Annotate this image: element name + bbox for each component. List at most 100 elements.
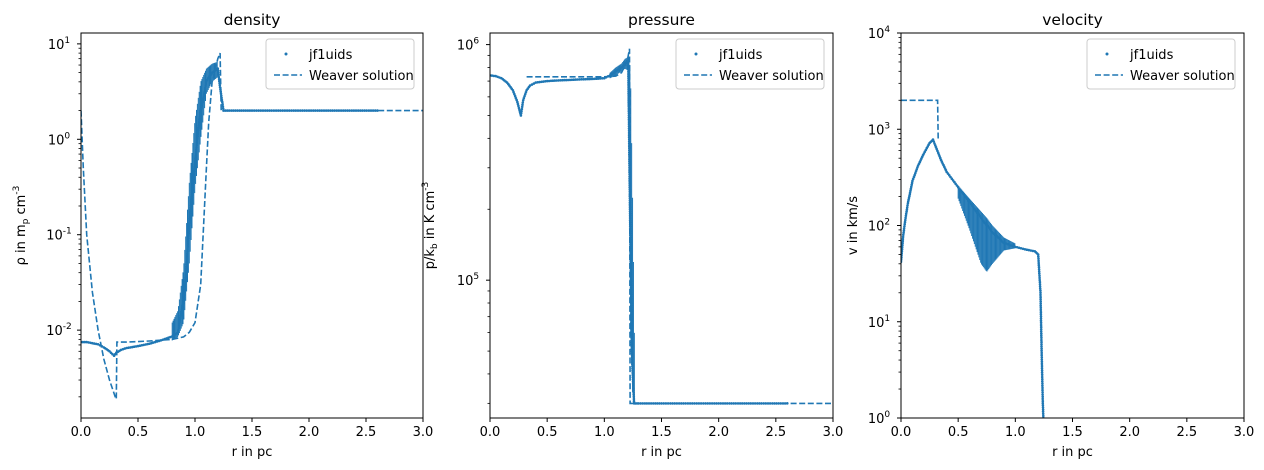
velocity-jf1uids-point [1039, 306, 1043, 310]
pressure-jf1uids-point [513, 94, 517, 98]
density-y-tick-label: 100 [48, 131, 71, 148]
pressure-jf1uids-point [745, 402, 748, 405]
pressure-legend-box [675, 38, 825, 90]
velocity-jf1uids-point [1041, 388, 1044, 392]
pressure-jf1uids-point [576, 78, 579, 81]
density-jf1uids-point [182, 297, 186, 301]
velocity-jf1uids-point [904, 218, 907, 222]
pressure-series-jf1uids [490, 57, 789, 405]
pressure-jf1uids-point [710, 402, 714, 405]
pressure-jf1uids-point [627, 122, 631, 126]
density-jf1uids-point [201, 99, 204, 102]
velocity-jf1uids-point [1039, 312, 1043, 316]
density-jf1uids-point [185, 265, 188, 268]
density-jf1uids-point [187, 239, 190, 242]
velocity-jf1uids-point [911, 177, 915, 181]
pressure-jf1uids-point [630, 336, 633, 340]
velocity-x-tick-label: 1.0 [1005, 425, 1026, 440]
density-legend-label-weaver: Weaver solution [309, 69, 414, 84]
pressure-jf1uids-point [629, 286, 633, 290]
velocity-jf1uids-point [1040, 343, 1043, 346]
density-jf1uids-point [218, 84, 222, 87]
velocity-jf1uids-point [1019, 247, 1023, 250]
density-jf1uids-point [191, 189, 194, 192]
density-y-tick-label: 10-1 [46, 227, 72, 244]
density-jf1uids-point [181, 306, 184, 309]
density-jf1uids-point [281, 109, 285, 112]
pressure-jf1uids-point [627, 140, 631, 143]
density-jf1uids-point [194, 148, 198, 151]
velocity-jf1uids-point [1039, 310, 1043, 314]
pressure-jf1uids-point [627, 131, 631, 135]
pressure-jf1uids-point [630, 345, 633, 349]
density-jf1uids-point [179, 316, 182, 320]
velocity-jf1uids-point [903, 220, 907, 224]
density-jf1uids-point [180, 310, 183, 314]
pressure-jf1uids-point [628, 149, 631, 152]
pressure-jf1uids-point [519, 114, 523, 117]
velocity-jf1uids-point [902, 233, 905, 237]
density-jf1uids-point [202, 94, 205, 98]
velocity-chart-title: velocity [1042, 11, 1103, 29]
velocity-jf1uids-point [904, 212, 908, 215]
pressure-jf1uids-point [719, 402, 723, 405]
pressure-jf1uids-point [536, 81, 539, 84]
velocity-jf1uids-point [1029, 249, 1033, 252]
velocity-jf1uids-point [1037, 257, 1040, 261]
velocity-jf1uids-point [1039, 293, 1042, 297]
pressure-jf1uids-point [628, 225, 632, 228]
pressure-jf1uids-point [522, 97, 526, 100]
density-jf1uids-point [188, 215, 192, 218]
density-jf1uids-point [178, 318, 182, 322]
density-jf1uids-point [183, 284, 187, 288]
density-jf1uids-point [180, 312, 183, 316]
pressure-jf1uids-point [631, 369, 634, 373]
density-jf1uids-point [187, 236, 190, 240]
density-jf1uids-point [191, 187, 194, 190]
velocity-jf1uids-point [1039, 300, 1042, 303]
velocity-jf1uids-point [1041, 382, 1044, 385]
pressure-jf1uids-point [629, 251, 632, 255]
pressure-jf1uids-point [630, 330, 633, 333]
pressure-jf1uids-point [587, 77, 591, 81]
density-jf1uids-point [191, 180, 195, 184]
density-y-tick-label: 10-2 [46, 322, 72, 339]
velocity-jf1uids-point [975, 211, 979, 214]
density-series-weaver-solution [81, 52, 423, 400]
density-jf1uids-point [187, 230, 191, 233]
velocity-jf1uids-point [1041, 412, 1045, 416]
density-plot-area [81, 52, 423, 400]
velocity-jf1uids-point [1041, 377, 1044, 381]
density-jf1uids-point [185, 263, 188, 266]
density-jf1uids-point [187, 228, 191, 231]
velocity-jf1uids-point [1039, 295, 1042, 299]
velocity-jf1uids-point [905, 206, 909, 209]
pressure-legend-marker-jf1uids [694, 52, 698, 56]
pressure-jf1uids-point [584, 77, 587, 81]
density-jf1uids-point [184, 269, 188, 273]
density-legend: jf1uids Weaver solution [265, 38, 415, 90]
pressure-jf1uids-point [627, 96, 630, 100]
pressure-jf1uids-point [693, 402, 696, 405]
pressure-jf1uids-point [627, 70, 630, 74]
density-jf1uids-point [193, 159, 197, 162]
pressure-jf1uids-point [589, 77, 593, 81]
velocity-weaver-line [901, 99, 939, 140]
pressure-jf1uids-point [632, 397, 636, 401]
velocity-jf1uids-point [901, 246, 904, 249]
velocity-jf1uids-point [1041, 399, 1045, 403]
pressure-jf1uids-point [519, 112, 523, 115]
pressure-jf1uids-point [553, 79, 557, 82]
density-jf1uids-point [197, 124, 201, 128]
pressure-jf1uids-point [513, 92, 516, 96]
velocity-jf1uids-point [1041, 395, 1044, 399]
density-jf1uids-point [192, 172, 196, 175]
density-weaver-line [81, 52, 423, 400]
density-jf1uids-point [219, 92, 223, 95]
density-jf1uids-point [376, 109, 379, 112]
density-legend-label-jf1uids: jf1uids [308, 48, 353, 63]
velocity-jf1uids-point [901, 237, 905, 241]
velocity-jf1uids-point [1038, 276, 1041, 280]
density-x-tick-label: 0.0 [71, 425, 92, 440]
density-jf1uids-point [200, 103, 204, 106]
